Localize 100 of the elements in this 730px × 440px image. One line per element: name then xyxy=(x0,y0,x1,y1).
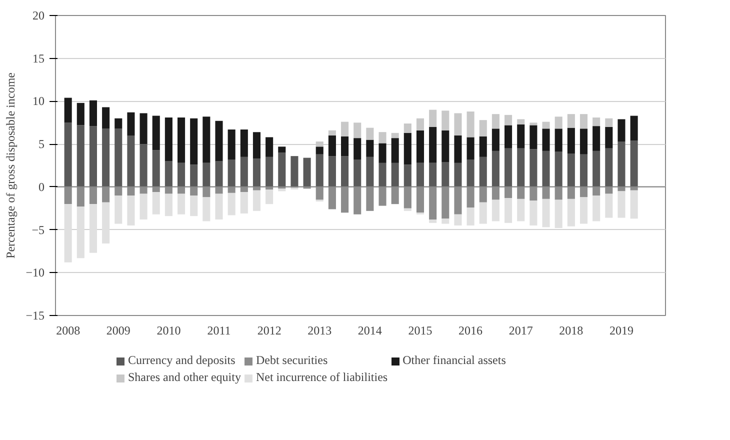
bar xyxy=(354,122,362,138)
bar xyxy=(303,158,311,187)
y-tick-label: −10 xyxy=(26,266,45,280)
bar xyxy=(517,148,525,187)
bar xyxy=(442,218,450,224)
bar xyxy=(114,196,122,224)
bar xyxy=(429,126,437,163)
bar xyxy=(592,118,600,126)
bar xyxy=(530,149,538,187)
bar xyxy=(152,116,160,150)
y-tick-label: 15 xyxy=(32,51,44,66)
bar xyxy=(102,202,110,244)
bar xyxy=(114,118,122,129)
bar xyxy=(164,118,172,162)
bar xyxy=(378,162,386,187)
bar xyxy=(567,154,575,187)
bar xyxy=(618,191,626,218)
x-tick-label: 2011 xyxy=(207,324,231,338)
bar xyxy=(542,150,550,187)
bar xyxy=(316,142,324,147)
bar xyxy=(479,202,487,224)
bar xyxy=(554,152,562,187)
y-axis-title: Percentage of gross disposable income xyxy=(4,72,18,258)
bar xyxy=(202,116,210,163)
bar xyxy=(102,107,110,129)
bar xyxy=(215,120,223,162)
bar xyxy=(341,122,349,136)
bar xyxy=(492,200,500,222)
bar xyxy=(530,125,538,150)
bar xyxy=(341,156,349,187)
bar xyxy=(630,190,638,219)
bar xyxy=(152,150,160,187)
bar xyxy=(592,150,600,187)
bar xyxy=(416,130,424,163)
bar xyxy=(442,162,450,187)
bar xyxy=(114,128,122,187)
bar xyxy=(479,156,487,187)
bar xyxy=(140,194,148,220)
bar xyxy=(228,192,236,216)
bar xyxy=(164,194,172,216)
bar xyxy=(580,197,588,224)
bar xyxy=(504,125,512,148)
bar xyxy=(366,156,374,187)
bar xyxy=(466,160,474,187)
bar xyxy=(178,118,186,163)
bar xyxy=(567,114,575,128)
bar xyxy=(404,124,412,133)
legend-label: Net incurrence of liabilities xyxy=(256,370,388,385)
bar xyxy=(278,152,286,187)
bar xyxy=(190,196,198,216)
bar xyxy=(466,137,474,160)
x-tick-label: 2018 xyxy=(559,324,584,338)
x-tick-label: 2010 xyxy=(156,324,181,338)
bar xyxy=(454,162,462,187)
bar xyxy=(178,194,186,214)
bar xyxy=(404,208,412,211)
bar xyxy=(429,110,437,127)
bar xyxy=(240,130,248,157)
x-tick-label: 2017 xyxy=(508,324,533,338)
bar xyxy=(164,161,172,187)
bar xyxy=(64,122,72,187)
bar xyxy=(178,162,186,187)
bar xyxy=(378,143,386,163)
bar xyxy=(240,156,248,187)
x-tick-label: 2015 xyxy=(408,324,432,338)
bar xyxy=(391,138,399,163)
bar xyxy=(454,214,462,226)
bar xyxy=(404,164,412,187)
legend-label: Shares and other equity xyxy=(128,370,241,385)
bar xyxy=(240,192,248,214)
bar xyxy=(517,119,525,124)
bar xyxy=(89,126,98,187)
bar xyxy=(542,198,550,228)
bar xyxy=(492,114,500,129)
bar xyxy=(404,132,412,165)
x-tick-label: 2014 xyxy=(358,324,382,338)
bar xyxy=(266,156,274,187)
bar xyxy=(492,150,500,187)
bar xyxy=(127,136,135,187)
bar xyxy=(290,156,298,187)
bar xyxy=(102,128,110,187)
bar xyxy=(328,130,336,136)
bar xyxy=(366,140,374,157)
x-tick-label: 2019 xyxy=(609,324,634,338)
bar xyxy=(328,136,336,156)
bar xyxy=(592,196,600,222)
bar xyxy=(140,113,148,144)
bar xyxy=(542,122,550,129)
bar xyxy=(605,148,613,187)
bar xyxy=(354,160,362,187)
bar xyxy=(466,112,474,138)
bar xyxy=(354,138,362,160)
x-tick-label: 2008 xyxy=(56,324,80,338)
bar xyxy=(492,128,500,151)
x-tick-label: 2013 xyxy=(308,324,332,338)
bar xyxy=(517,124,525,148)
x-tick-label: 2012 xyxy=(257,324,282,338)
bar xyxy=(190,118,198,165)
bar xyxy=(530,200,538,226)
bar xyxy=(228,160,236,187)
